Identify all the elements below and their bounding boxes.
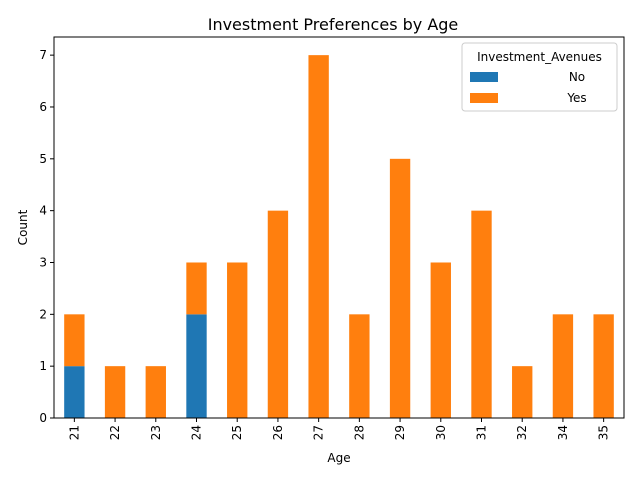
x-tick-label: 34 [556, 425, 570, 440]
y-tick-label: 4 [39, 204, 47, 218]
legend-items: No Yes [470, 70, 587, 105]
bar-32-yes [512, 366, 533, 418]
x-tick-label: 21 [67, 425, 81, 440]
y-tick-label: 1 [39, 359, 47, 373]
x-tick-label: 23 [149, 425, 163, 440]
bar-24-yes [186, 262, 207, 315]
bar-30-yes [430, 262, 451, 418]
chart-title: Investment Preferences by Age [208, 15, 459, 34]
bar-29-yes [389, 158, 411, 418]
bar-35-yes [593, 314, 614, 418]
y-axis-label: Count [16, 209, 30, 245]
x-tick-label: 22 [108, 425, 122, 440]
x-tick-label: 26 [271, 425, 285, 440]
x-tick-label: 27 [312, 425, 326, 440]
x-tick-label: 30 [434, 425, 448, 440]
bar-28-yes [349, 314, 370, 418]
bar-27-yes [308, 55, 329, 418]
bar-25-yes [227, 262, 248, 418]
x-tick-label: 25 [230, 425, 244, 440]
bars-group [64, 55, 614, 418]
y-tick-label: 2 [39, 307, 47, 321]
x-tick-label: 31 [475, 425, 489, 440]
legend-swatch-no [470, 72, 498, 82]
x-tick-label: 35 [597, 425, 611, 440]
legend-title: Investment_Avenues [477, 50, 602, 64]
x-tick-label: 24 [190, 425, 204, 440]
y-tick-label: 7 [39, 48, 47, 62]
bar-21-no [64, 366, 85, 418]
bar-23-yes [145, 366, 166, 418]
legend-swatch-yes [470, 93, 498, 103]
legend-label-no: No [569, 70, 585, 84]
legend-label-yes: Yes [566, 91, 586, 105]
x-axis-ticks: 21 22 23 24 25 26 27 28 29 30 31 32 34 35 [67, 418, 611, 440]
bar-22-yes [104, 366, 126, 418]
bar-24-no [186, 314, 207, 418]
x-tick-label: 32 [515, 425, 529, 440]
legend: Investment_Avenues No Yes [461, 42, 618, 112]
y-axis-ticks: 0 1 2 3 4 5 6 7 [39, 48, 54, 425]
y-tick-label: 5 [39, 152, 47, 166]
x-tick-label: 29 [393, 425, 407, 440]
y-tick-label: 6 [39, 100, 47, 114]
bar-31-yes [471, 210, 492, 418]
x-tick-label: 28 [352, 425, 366, 440]
bar-21-yes [64, 314, 85, 367]
x-axis-label: Age [327, 451, 350, 465]
y-tick-label: 3 [39, 255, 47, 269]
bar-26-yes [267, 210, 289, 418]
plot-frame [53, 36, 625, 419]
y-tick-label: 0 [39, 411, 47, 425]
legend-frame [461, 42, 618, 112]
bar-34-yes [552, 314, 574, 418]
